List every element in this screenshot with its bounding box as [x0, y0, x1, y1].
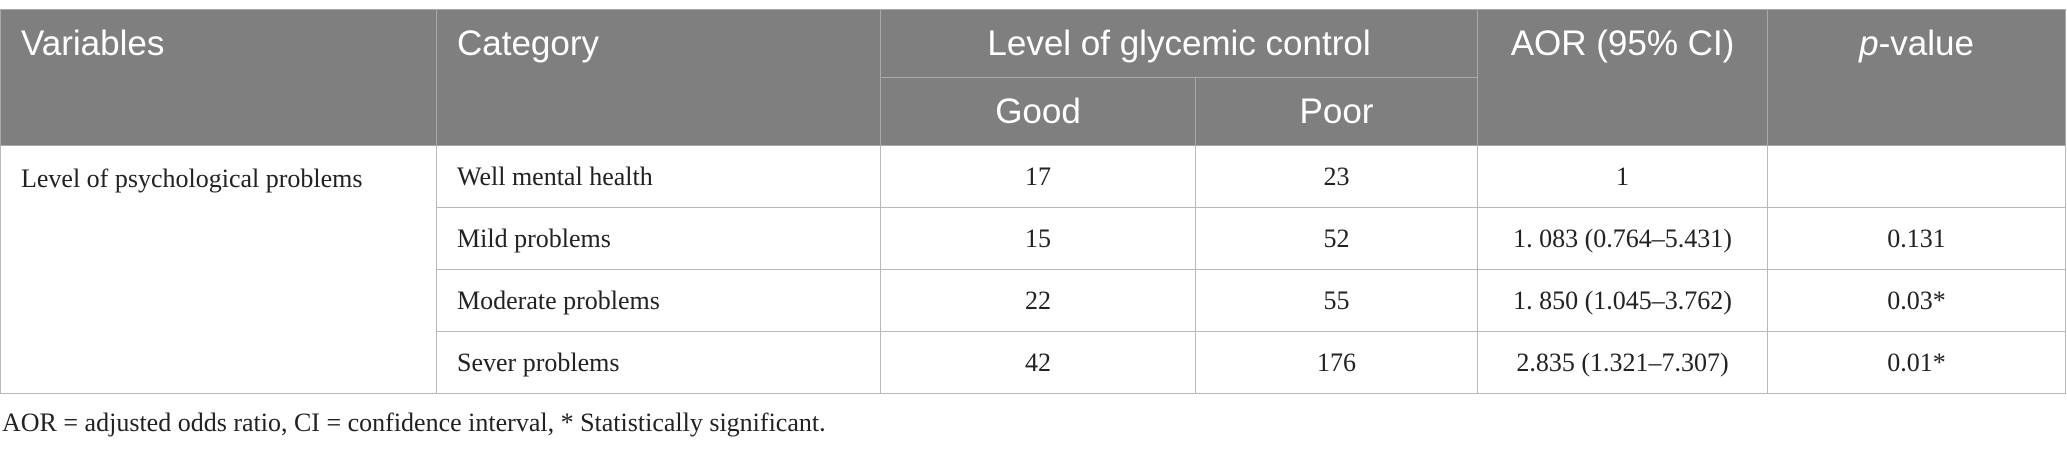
- variable-cell: Level of psychological problems: [0, 145, 437, 394]
- header-cell: Good: [880, 77, 1196, 146]
- table-cell: Well mental health: [436, 145, 881, 208]
- header-cell: AOR (95% CI): [1477, 9, 1769, 146]
- table-row: Moderate problems 22 55 1. 850 (1.045–3.762…: [1, 269, 2067, 332]
- table-cell: 23: [1194, 145, 1479, 208]
- table-cell: 0.131: [1767, 207, 2067, 270]
- table-row: Level of psychological problems Well ment…: [0, 145, 2067, 394]
- header-cell: Category: [436, 9, 881, 146]
- table-cell: 0.03*: [1767, 269, 2067, 332]
- header-italic: p: [1859, 24, 1879, 63]
- table-body: Level of psychological problems Well ment…: [0, 145, 2067, 394]
- table-cell: 1: [1477, 145, 1769, 208]
- table-cell: 0.01*: [1767, 331, 2067, 394]
- table-row: Sever problems 42 176 2.835 (1.321–7.307) 0.…: [1, 331, 2067, 394]
- header-cell: p-value: [1767, 9, 2067, 146]
- table-cell: Mild problems: [436, 207, 881, 270]
- table-cell: 22: [880, 269, 1196, 332]
- table-cell: 15: [880, 207, 1196, 270]
- table-cell: 42: [880, 331, 1196, 394]
- table-cell: 1. 083 (0.764–5.431): [1477, 207, 1769, 270]
- header-cell: Level of glycemic control: [879, 9, 1479, 78]
- results-table: Variables Category Level of glycemic con…: [0, 9, 2067, 394]
- table-cell: Sever problems: [436, 331, 881, 394]
- table-cell: 2.835 (1.321–7.307): [1477, 331, 1769, 394]
- footnote: AOR = adjusted odds ratio, CI = confiden…: [2, 408, 826, 437]
- table-cell: Moderate problems: [436, 269, 881, 332]
- header-text: -value: [1878, 24, 1974, 63]
- table-cell: 55: [1194, 269, 1479, 332]
- table-cell: 176: [1194, 331, 1479, 394]
- table-cell: [1767, 145, 2067, 208]
- table-cell: 1. 850 (1.045–3.762): [1477, 269, 1769, 332]
- header-cell: Poor: [1194, 77, 1479, 146]
- table-cell: 52: [1194, 207, 1479, 270]
- header-cell: Variables: [0, 9, 437, 146]
- table-cell: 17: [880, 145, 1196, 208]
